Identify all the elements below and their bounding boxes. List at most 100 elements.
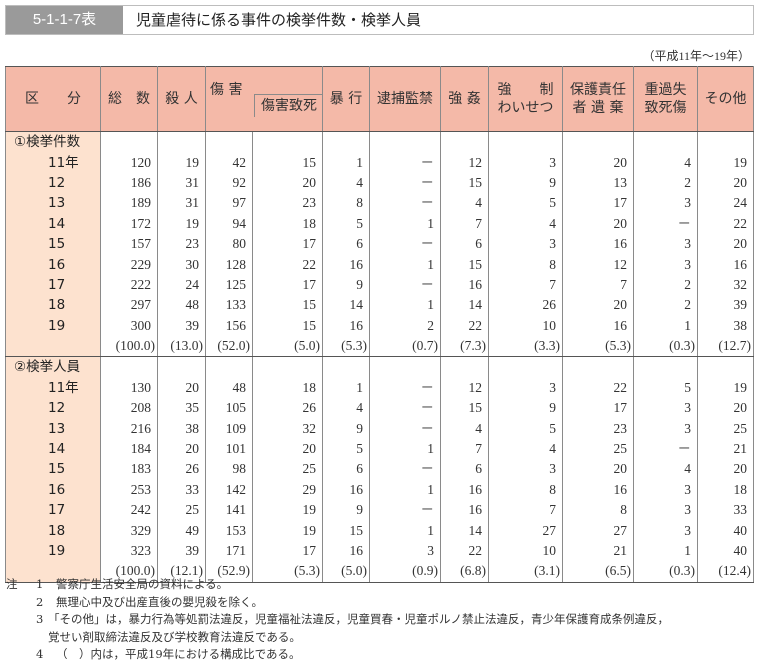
table-cell: 1: [633, 540, 698, 562]
table-cell: 1: [633, 315, 698, 336]
col-header-indecency: 強 制わいせつ: [488, 66, 563, 132]
table-cell: 39: [697, 295, 754, 316]
table-cell: 15: [440, 172, 489, 194]
table-row: 17 222 24 125 17 9 － 16 7 7 2 32: [5, 274, 754, 296]
table-cell: 25: [252, 459, 323, 480]
table-row: 12 186 31 92 20 4 － 15 9 13 2 20: [5, 172, 754, 194]
ratio-row: (100.0) (13.0) (52.0) (5.0) (5.3) (0.7) (7.3)(…: [5, 335, 754, 358]
table-cell: 229: [100, 254, 158, 275]
row-label: 18: [5, 520, 101, 541]
table-cell: 4: [322, 172, 370, 194]
header-row: 区 分 総 数 殺 人 傷 害 傷害致死 暴 行 逮捕監禁 強 姦 強 制わいせ…: [5, 66, 754, 132]
table-cell: [697, 131, 754, 153]
table-cell: 12: [440, 152, 489, 173]
table-cell: (52.9): [205, 561, 253, 583]
table-cell: 1: [369, 295, 441, 316]
table-cell: [562, 356, 634, 378]
table-cell: 40: [697, 540, 754, 562]
table-cell: 39: [157, 540, 206, 562]
table-cell: 189: [100, 193, 158, 214]
row-label: [5, 335, 101, 358]
table-cell: (0.9): [369, 561, 441, 583]
table-cell: 31: [157, 193, 206, 214]
table-cell: 8: [562, 500, 634, 521]
col-header-abandonment: 保護責任者 遺 棄: [562, 66, 634, 132]
table-cell: 297: [100, 295, 158, 316]
table-cell: 3: [369, 540, 441, 562]
table-cell: 18: [252, 377, 323, 399]
table-cell: 3: [633, 500, 698, 521]
table-cell: 17: [252, 233, 323, 255]
table-cell: 22: [252, 254, 323, 275]
table-cell: 9: [322, 500, 370, 521]
table-cell: 2: [369, 315, 441, 336]
table-cell: 1: [322, 152, 370, 173]
table-cell: (0.3): [633, 561, 698, 583]
table-cell: －: [369, 274, 441, 296]
table-cell: 171: [205, 540, 253, 562]
table-cell: 7: [488, 274, 563, 296]
table-cell: 20: [562, 459, 634, 480]
table-cell: 40: [697, 520, 754, 541]
table-cell: 31: [157, 172, 206, 194]
table-cell: 329: [100, 520, 158, 541]
table-cell: 1: [369, 479, 441, 501]
row-label: ①検挙件数: [5, 131, 101, 153]
table-cell: [252, 131, 323, 153]
table-cell: 92: [205, 172, 253, 194]
table-cell: 80: [205, 233, 253, 255]
col-header-other: その他: [697, 66, 754, 132]
table-cell: 29: [252, 479, 323, 501]
table-cell: 15: [440, 254, 489, 275]
table-cell: 4: [440, 418, 489, 439]
col-header-injury: 傷 害: [210, 82, 243, 98]
table-cell: －: [369, 500, 441, 521]
table-cell: 8: [322, 193, 370, 214]
table-cell: (12.7): [697, 335, 754, 358]
table-cell: (5.0): [322, 561, 370, 583]
table-cell: －: [369, 398, 441, 419]
table-cell: 6: [440, 459, 489, 480]
table-cell: 17: [252, 540, 323, 562]
table-cell: 5: [633, 377, 698, 399]
table-cell: 20: [697, 172, 754, 194]
table-cell: 16: [440, 274, 489, 296]
col-header-murder: 殺 人: [157, 66, 206, 132]
table-cell: (5.3): [252, 561, 323, 583]
table-cell: 21: [697, 438, 754, 460]
table-row: 16 229 30 128 22 16 1 15 8 12 3 16: [5, 254, 754, 275]
row-label: 14: [5, 438, 101, 460]
table-cell: 3: [488, 459, 563, 480]
table-cell: 1: [369, 438, 441, 460]
table-cell: 2: [633, 274, 698, 296]
table-cell: [100, 131, 158, 153]
table-cell: 120: [100, 152, 158, 173]
table-cell: 183: [100, 459, 158, 480]
table-cell: [488, 356, 563, 378]
period-label: （平成11年～19年）: [642, 49, 750, 63]
table-cell: －: [633, 438, 698, 460]
table-cell: 20: [562, 213, 634, 234]
table-cell: [633, 356, 698, 378]
table-row: 19 300 39 156 15 16 2 22 10 16 1 38: [5, 315, 754, 336]
col-header-confinement: 逮捕監禁: [369, 66, 441, 132]
table-row: 18 329 49 153 19 15 1 14 27 27 3 40: [5, 520, 754, 541]
table-cell: 15: [322, 520, 370, 541]
table-cell: 2: [633, 295, 698, 316]
table-cell: 1: [369, 520, 441, 541]
table-cell: (5.3): [562, 335, 634, 358]
table-cell: －: [369, 377, 441, 399]
table-cell: 16: [322, 315, 370, 336]
table-cell: 20: [252, 438, 323, 460]
table-cell: 20: [157, 438, 206, 460]
table-cell: 3: [488, 152, 563, 173]
table-cell: 27: [562, 520, 634, 541]
table-cell: 26: [157, 459, 206, 480]
table-cell: 3: [488, 233, 563, 255]
table-cell: 1: [369, 254, 441, 275]
table-cell: 26: [252, 398, 323, 419]
table-cell: 5: [488, 418, 563, 439]
table-cell: 14: [440, 520, 489, 541]
table-cell: 17: [562, 193, 634, 214]
table-cell: [369, 356, 441, 378]
